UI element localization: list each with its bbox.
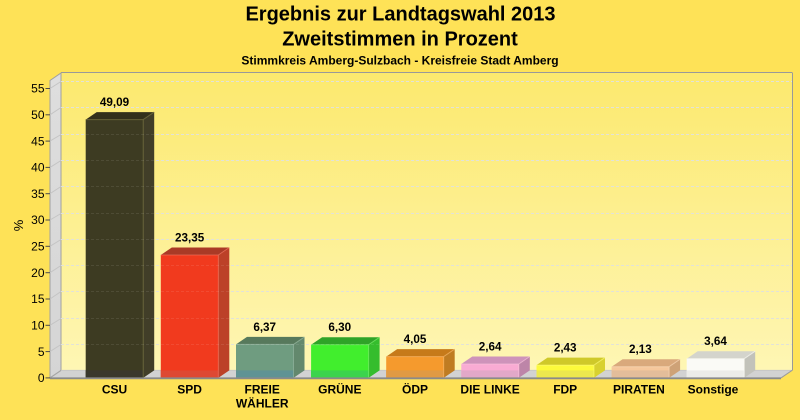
svg-text:25: 25 bbox=[31, 240, 45, 254]
svg-text:4,05: 4,05 bbox=[404, 333, 427, 346]
svg-text:SPD: SPD bbox=[177, 383, 202, 397]
svg-text:FDP: FDP bbox=[553, 383, 577, 397]
svg-text:FREIE: FREIE bbox=[245, 383, 280, 397]
svg-text:10: 10 bbox=[31, 319, 45, 333]
svg-text:CSU: CSU bbox=[102, 383, 127, 397]
svg-text:ÖDP: ÖDP bbox=[402, 382, 428, 397]
svg-text:5: 5 bbox=[38, 345, 45, 359]
svg-text:GRÜNE: GRÜNE bbox=[318, 382, 361, 397]
svg-text:2,64: 2,64 bbox=[479, 341, 502, 354]
svg-text:15: 15 bbox=[31, 292, 45, 306]
svg-text:PIRATEN: PIRATEN bbox=[613, 383, 665, 397]
svg-text:Sonstige: Sonstige bbox=[688, 383, 739, 397]
svg-text:WÄHLER: WÄHLER bbox=[236, 396, 289, 411]
svg-text:%: % bbox=[11, 219, 26, 231]
svg-text:6,30: 6,30 bbox=[328, 321, 351, 334]
svg-text:23,35: 23,35 bbox=[175, 232, 205, 245]
svg-text:50: 50 bbox=[31, 108, 45, 122]
svg-text:Zweitstimmen in Prozent: Zweitstimmen in Prozent bbox=[282, 28, 518, 50]
svg-text:20: 20 bbox=[31, 266, 45, 280]
svg-text:6,37: 6,37 bbox=[253, 321, 276, 334]
svg-text:30: 30 bbox=[31, 213, 45, 227]
svg-text:0: 0 bbox=[38, 371, 45, 385]
svg-text:45: 45 bbox=[31, 134, 45, 148]
svg-text:3,64: 3,64 bbox=[704, 335, 727, 348]
svg-text:35: 35 bbox=[31, 187, 45, 201]
svg-text:DIE LINKE: DIE LINKE bbox=[460, 383, 519, 397]
svg-text:2,13: 2,13 bbox=[629, 343, 652, 356]
svg-text:40: 40 bbox=[31, 161, 45, 175]
svg-text:55: 55 bbox=[31, 82, 45, 96]
svg-text:Ergebnis zur Landtagswahl 2013: Ergebnis zur Landtagswahl 2013 bbox=[245, 3, 555, 25]
svg-text:49,09: 49,09 bbox=[100, 96, 130, 109]
svg-text:2,43: 2,43 bbox=[554, 342, 577, 355]
svg-text:Stimmkreis Amberg-Sulzbach - K: Stimmkreis Amberg-Sulzbach - Kreisfreie … bbox=[241, 53, 558, 67]
